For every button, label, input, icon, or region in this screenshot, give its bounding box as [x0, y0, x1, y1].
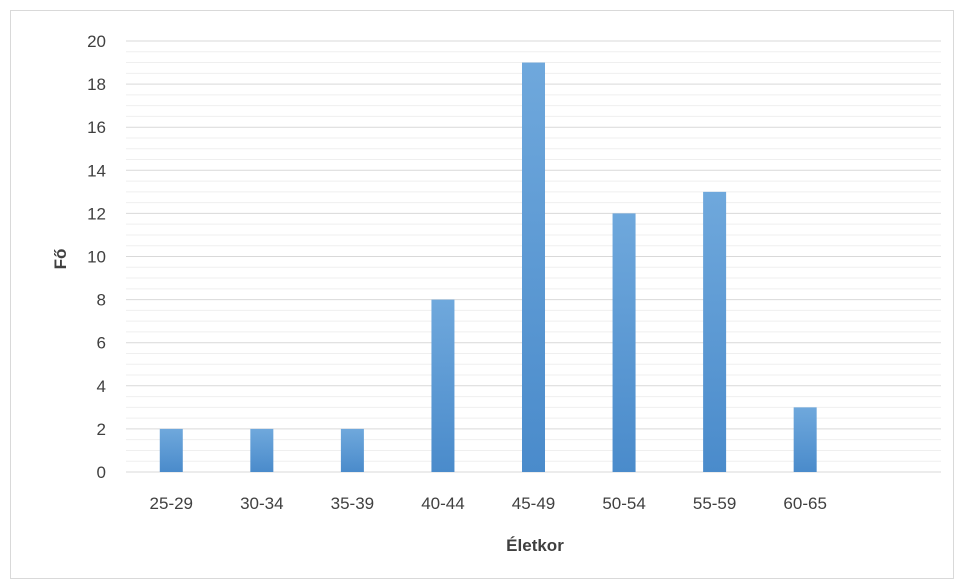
x-tick-label: 35-39: [331, 494, 374, 513]
bars: [159, 62, 817, 473]
x-axis-label: Életkor: [506, 536, 564, 555]
y-tick-label: 20: [87, 32, 106, 51]
y-tick-label: 4: [97, 377, 106, 396]
y-tick-label: 0: [97, 463, 106, 482]
y-tick-label: 8: [97, 291, 106, 310]
bar-35-39: [340, 428, 364, 472]
bar-45-49: [522, 62, 545, 473]
y-axis-label: Fő: [51, 249, 70, 270]
x-tick-label: 40-44: [421, 494, 464, 513]
x-tick-label: 25-29: [150, 494, 193, 513]
x-tick-label: 55-59: [693, 494, 736, 513]
bar-30-34: [250, 428, 274, 472]
x-tick-labels: 25-29 30-34 35-39 40-44 45-49 50-54 55-59 60-65: [150, 494, 827, 513]
x-tick-label: 30-34: [240, 494, 283, 513]
bar-60-65: [793, 407, 817, 472]
y-tick-label: 2: [97, 420, 106, 439]
x-tick-label: 60-65: [783, 494, 826, 513]
y-tick-label: 16: [87, 118, 106, 137]
y-tick-label: 12: [87, 204, 106, 223]
bar-55-59: [703, 191, 727, 472]
y-tick-label: 18: [87, 75, 106, 94]
x-tick-label: 45-49: [512, 494, 555, 513]
y-tick-label: 10: [87, 248, 106, 267]
x-tick-label: 50-54: [602, 494, 645, 513]
bar-25-29: [159, 428, 183, 472]
bar-40-44: [431, 299, 455, 472]
chart-frame: [10, 10, 954, 579]
y-tick-labels: 0 2 4 6 8 10 12 14 16 18 20: [87, 32, 106, 482]
y-tick-label: 14: [87, 161, 106, 180]
y-tick-label: 6: [97, 334, 106, 353]
bar-50-54: [612, 213, 636, 472]
